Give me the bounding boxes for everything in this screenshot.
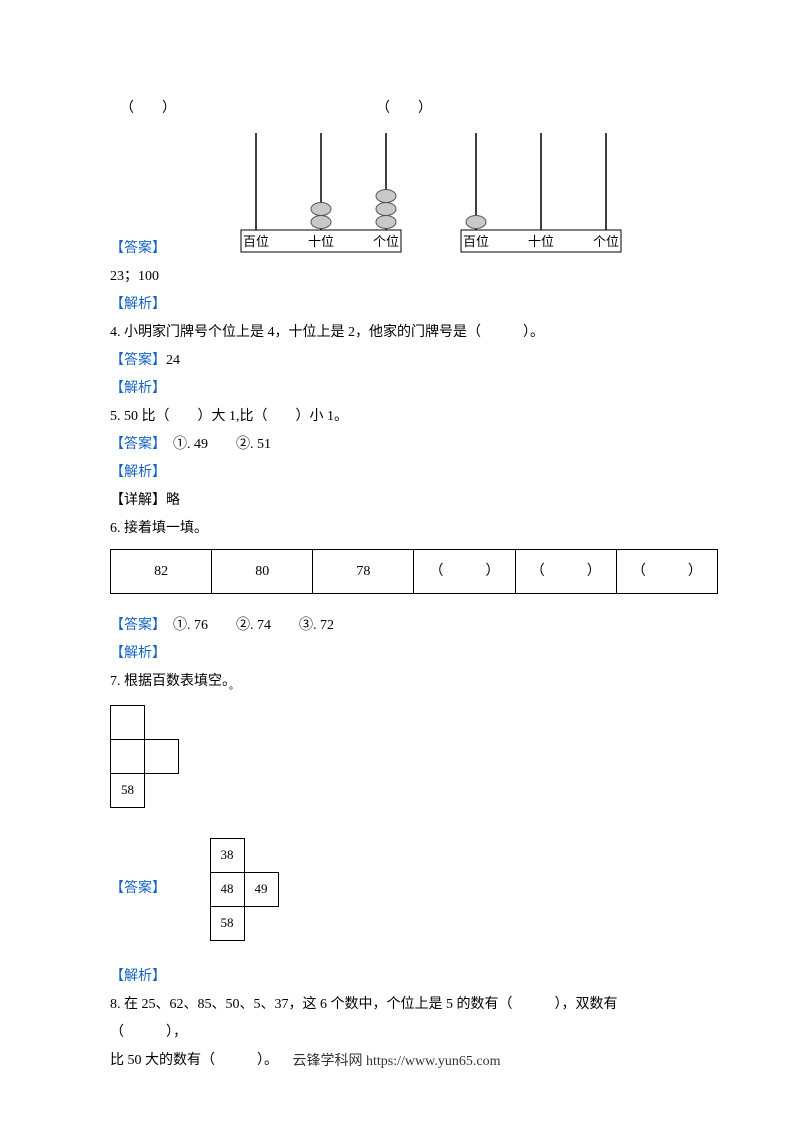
question-blanks-row: （ ） （ ）	[110, 95, 683, 123]
chart-cell	[176, 872, 210, 906]
svg-text:百位: 百位	[243, 234, 269, 249]
abacus-diagrams: 百位 十位 个位 百位 十位 个位	[236, 128, 626, 258]
svg-text:十位: 十位	[308, 234, 334, 249]
chart-cell: 38	[210, 838, 244, 872]
detail-label: 【详解】	[110, 493, 166, 508]
q6-table: 82 80 78 （ ） （ ） （ ）	[110, 549, 718, 594]
chart-cell	[176, 838, 210, 872]
answer-label: 【答案】	[110, 437, 159, 452]
analysis-label-q6: 【解析】	[110, 640, 683, 668]
q7-text-row: 7. 根据百数表填空。。	[110, 668, 683, 697]
chart-cell	[244, 838, 278, 872]
q6-cell: 78	[313, 550, 414, 594]
q6-text: 6. 接着填一填。	[110, 515, 683, 543]
detail-text: 略	[166, 493, 180, 508]
chart-cell: 58	[210, 906, 244, 940]
svg-text:百位: 百位	[463, 234, 489, 249]
chart-cell	[179, 705, 213, 739]
q5-answer: ①. 49 ②. 51	[159, 437, 271, 452]
q8-line1: 8. 在 25、62、85、50、5、37，这 6 个数中，个位上是 5 的数有…	[110, 991, 683, 1047]
q4-answer-row: 【答案】24	[110, 347, 683, 375]
blank-left: （ ）	[120, 95, 176, 123]
answer-label: 【答案】	[110, 875, 166, 903]
abacus-2: 百位 十位 个位	[456, 128, 626, 258]
q7-text: 7. 根据百数表填空。	[110, 674, 229, 689]
q5-text: 5. 50 比（ ）大 1,比（ ）小 1。	[110, 403, 683, 431]
analysis-label-q7: 【解析】	[110, 963, 683, 991]
q4-answer: 24	[166, 353, 180, 368]
q6-cell: （ ）	[616, 550, 717, 594]
chart-cell	[111, 705, 145, 739]
analysis-label-q4: 【解析】	[110, 375, 683, 403]
q7-period: 。	[229, 681, 239, 692]
q6-answer-row: 【答案】 ①. 76 ②. 74 ③. 72	[110, 612, 683, 640]
chart-cell	[145, 705, 179, 739]
analysis-label-q5: 【解析】	[110, 459, 683, 487]
answer-label: 【答案】	[110, 618, 159, 633]
chart-cell: 58	[111, 773, 145, 807]
chart-cell	[179, 739, 213, 773]
q7-answer-chart: 38484958	[176, 838, 279, 941]
chart-cell	[176, 906, 210, 940]
q7-answer-row: 【答案】 38484958	[110, 838, 683, 941]
q7-top-chart: 58	[110, 705, 683, 808]
answer-label: 【答案】	[110, 353, 166, 368]
analysis-label-q3: 【解析】	[110, 291, 683, 319]
blank-right: （ ）	[376, 95, 432, 123]
chart-cell: 49	[244, 872, 278, 906]
q3-answer-text: 23；100	[110, 263, 683, 291]
svg-text:个位: 个位	[373, 234, 399, 249]
chart-cell	[145, 739, 179, 773]
q6-cell: 80	[212, 550, 313, 594]
svg-text:十位: 十位	[528, 234, 554, 249]
q6-cell: 82	[111, 550, 212, 594]
chart-cell	[145, 773, 179, 807]
page-footer: 云锋学科网 https://www.yun65.com	[0, 1048, 793, 1076]
q6-cell: （ ）	[414, 550, 515, 594]
chart-cell: 48	[210, 872, 244, 906]
q5-detail-row: 【详解】略	[110, 487, 683, 515]
answer-row-q3: 【答案】 百位 十位 个位 百位 十位 个位	[110, 123, 683, 263]
q4-text: 4. 小明家门牌号个位上是 4，十位上是 2，他家的门牌号是（ ）。	[110, 319, 683, 347]
q5-answer-row: 【答案】 ①. 49 ②. 51	[110, 431, 683, 459]
q6-answer: ①. 76 ②. 74 ③. 72	[159, 618, 334, 633]
abacus-1: 百位 十位 个位	[236, 128, 406, 258]
answer-label: 【答案】	[110, 235, 166, 263]
svg-text:个位: 个位	[593, 234, 619, 249]
chart-cell	[179, 773, 213, 807]
chart-cell	[244, 906, 278, 940]
q6-cell: （ ）	[515, 550, 616, 594]
chart-cell	[111, 739, 145, 773]
